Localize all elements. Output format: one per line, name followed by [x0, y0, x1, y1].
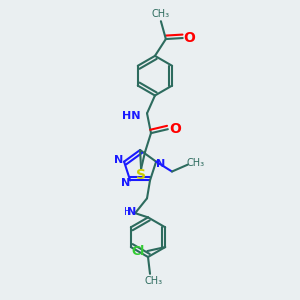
Text: CH₃: CH₃ — [145, 276, 163, 286]
Text: Cl: Cl — [132, 244, 145, 258]
Text: CH₃: CH₃ — [152, 9, 170, 19]
Text: S: S — [136, 168, 146, 182]
Text: N: N — [121, 178, 130, 188]
Text: N: N — [127, 207, 136, 217]
Text: CH₃: CH₃ — [187, 158, 205, 168]
Text: O: O — [184, 31, 196, 45]
Text: N: N — [113, 155, 123, 165]
Text: H: H — [124, 207, 131, 217]
Text: HN: HN — [122, 111, 140, 121]
Text: N: N — [156, 159, 166, 169]
Text: O: O — [169, 122, 181, 136]
